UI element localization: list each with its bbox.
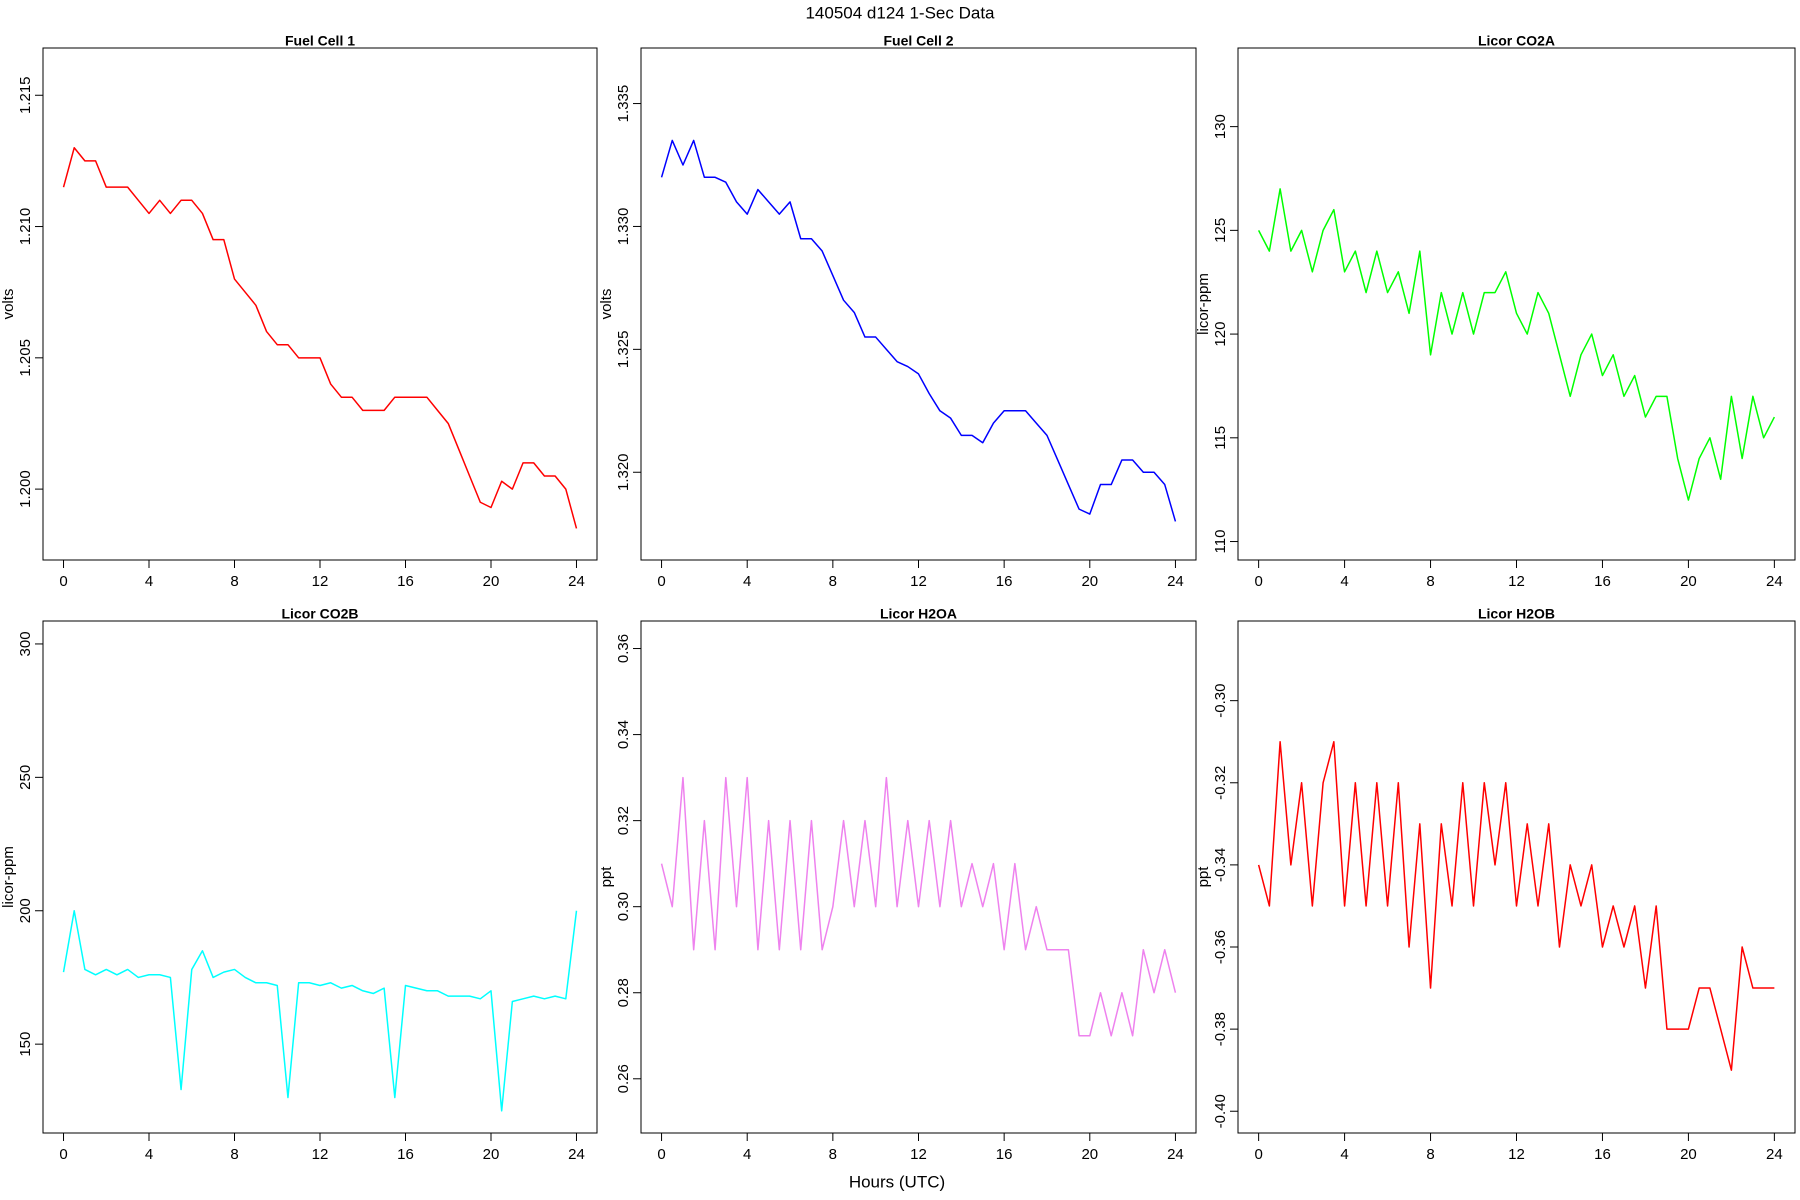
y-tick-label: 1.325 <box>615 331 632 369</box>
plot-frame <box>42 47 598 561</box>
y-tick-label: 125 <box>1212 218 1229 243</box>
y-tick-label: 1.320 <box>615 453 632 491</box>
x-tick-label: 4 <box>743 1146 751 1163</box>
x-tick-label: 12 <box>1508 573 1525 590</box>
plot-frame <box>1237 47 1796 561</box>
x-tick-label: 20 <box>483 573 500 590</box>
x-tick-label: 4 <box>1340 573 1348 590</box>
x-tick-label: 20 <box>1680 1146 1697 1163</box>
y-tick-label: 0.26 <box>615 1064 632 1093</box>
x-tick-label: 4 <box>1340 1146 1348 1163</box>
x-tick-label: 16 <box>397 1146 414 1163</box>
y-tick-label: 0.32 <box>615 806 632 835</box>
figure-title: 140504 d124 1-Sec Data <box>805 3 995 22</box>
plot-frame <box>42 620 598 1134</box>
y-tick-label: 130 <box>1212 114 1229 139</box>
x-tick-label: 20 <box>1680 573 1697 590</box>
x-tick-label: 12 <box>910 1146 927 1163</box>
x-tick-label: 4 <box>145 1146 153 1163</box>
x-tick-label: 24 <box>1167 573 1184 590</box>
y-tick-label: 0.28 <box>615 978 632 1007</box>
x-tick-label: 24 <box>568 1146 585 1163</box>
x-tick-label: 12 <box>312 1146 329 1163</box>
y-tick-label: 0.36 <box>615 634 632 663</box>
panel-title: Licor CO2B <box>281 606 358 622</box>
panel-title: Licor H2OB <box>1478 606 1555 622</box>
x-tick-label: 0 <box>657 1146 665 1163</box>
y-tick-label: -0.40 <box>1212 1094 1229 1128</box>
y-tick-label: 1.335 <box>615 85 632 123</box>
y-tick-label: 1.330 <box>615 208 632 246</box>
data-line <box>660 776 1177 1037</box>
x-tick-label: 8 <box>1426 1146 1434 1163</box>
panel-title: Licor CO2A <box>1478 33 1555 49</box>
panel-title: Licor H2OA <box>880 606 957 622</box>
y-tick-label: 0.34 <box>615 720 632 749</box>
data-line <box>62 147 578 529</box>
plot-frame <box>640 620 1197 1134</box>
y-axis-label: ppt <box>598 866 615 888</box>
panel-title: Fuel Cell 1 <box>285 33 355 49</box>
y-tick-label: 1.215 <box>17 76 34 114</box>
x-tick-label: 24 <box>1766 1146 1783 1163</box>
y-tick-label: 110 <box>1212 530 1229 554</box>
y-axis-label: volts <box>598 289 615 320</box>
y-tick-label: 300 <box>17 631 34 656</box>
y-axis-label: volts <box>0 289 17 320</box>
x-tick-label: 0 <box>1254 1146 1262 1163</box>
x-tick-label: 8 <box>829 573 837 590</box>
y-tick-label: 115 <box>1212 426 1229 450</box>
x-tick-label: 12 <box>1508 1146 1525 1163</box>
plot-frame <box>1237 620 1796 1134</box>
data-line <box>1257 188 1776 501</box>
x-tick-label: 4 <box>145 573 153 590</box>
panel-title: Fuel Cell 2 <box>883 33 953 49</box>
x-tick-label: 8 <box>230 1146 238 1163</box>
y-tick-label: -0.30 <box>1212 684 1229 718</box>
y-axis-label: ppt <box>1195 866 1212 888</box>
y-tick-label: 0.30 <box>615 892 632 921</box>
y-tick-label: 1.210 <box>17 208 34 246</box>
y-tick-label: -0.32 <box>1212 766 1229 800</box>
x-tick-label: 16 <box>1594 573 1611 590</box>
x-tick-label: 16 <box>397 573 414 590</box>
x-tick-label: 16 <box>996 1146 1013 1163</box>
x-tick-label: 0 <box>59 1146 67 1163</box>
x-tick-label: 0 <box>59 573 67 590</box>
x-tick-label: 16 <box>1594 1146 1611 1163</box>
data-line <box>1257 740 1775 1071</box>
y-tick-label: -0.34 <box>1212 848 1229 882</box>
x-tick-label: 8 <box>230 573 238 590</box>
y-tick-label: -0.38 <box>1212 1012 1229 1046</box>
x-tick-label: 20 <box>1081 573 1098 590</box>
y-tick-label: 120 <box>1212 322 1229 347</box>
data-line <box>62 910 578 1112</box>
x-tick-label: 12 <box>910 573 927 590</box>
y-tick-label: 1.205 <box>17 339 34 377</box>
y-tick-label: 200 <box>17 898 34 923</box>
x-tick-label: 4 <box>743 573 751 590</box>
y-tick-label: 1.200 <box>17 470 34 508</box>
plot-frame <box>640 47 1197 561</box>
x-tick-label: 24 <box>1766 573 1783 590</box>
data-line <box>660 139 1177 522</box>
y-tick-label: -0.36 <box>1212 930 1229 964</box>
x-tick-label: 12 <box>312 573 329 590</box>
x-tick-label: 8 <box>829 1146 837 1163</box>
y-axis-label: licor-ppm <box>0 846 17 908</box>
x-tick-label: 0 <box>657 573 665 590</box>
x-tick-label: 20 <box>483 1146 500 1163</box>
x-tick-label: 16 <box>996 573 1013 590</box>
y-tick-label: 250 <box>17 765 34 790</box>
x-tick-label: 0 <box>1254 573 1262 590</box>
x-axis-label: Hours (UTC) <box>849 1172 945 1191</box>
y-tick-label: 150 <box>17 1032 34 1057</box>
x-tick-label: 8 <box>1426 573 1434 590</box>
y-axis-label: licor-ppm <box>1195 273 1212 335</box>
x-tick-label: 24 <box>568 573 585 590</box>
x-tick-label: 20 <box>1081 1146 1098 1163</box>
x-tick-label: 24 <box>1167 1146 1184 1163</box>
